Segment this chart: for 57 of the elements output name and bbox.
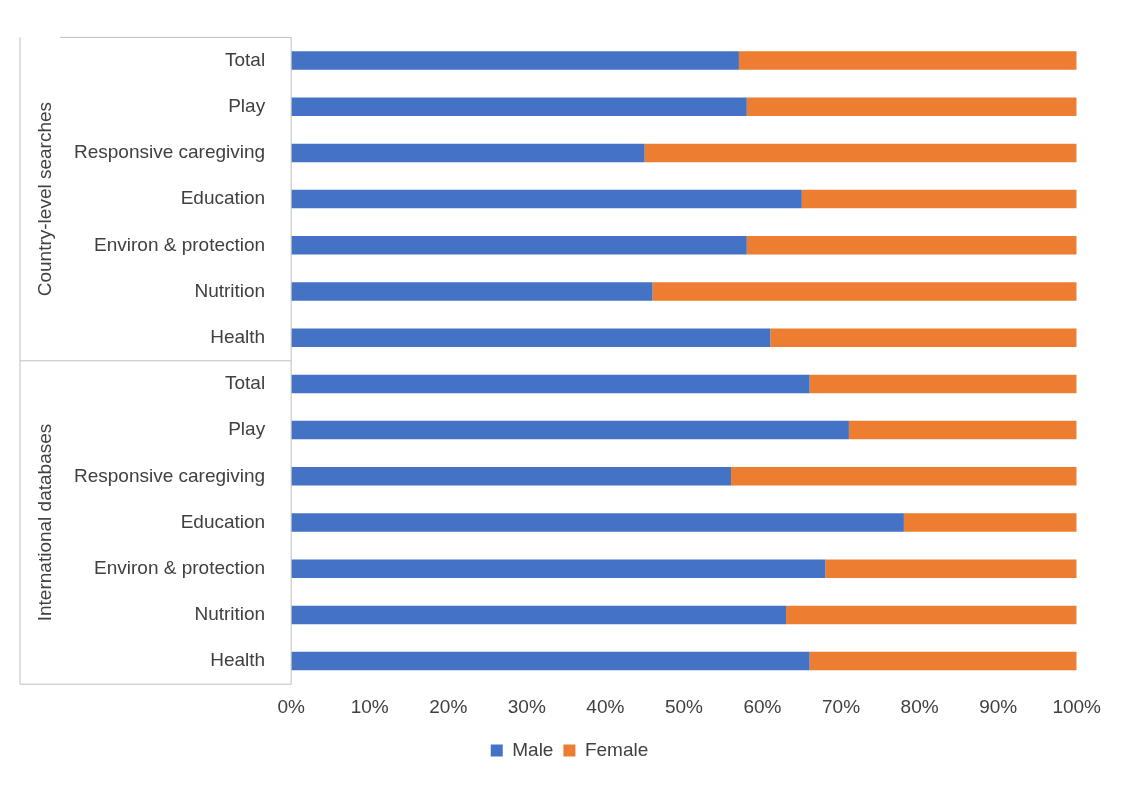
y-tick-label: Environ & protection (94, 556, 266, 578)
bar (291, 420, 849, 440)
bar (746, 97, 1077, 116)
y-tick-label: Education (180, 187, 266, 209)
x-tick-label: 0% (277, 695, 305, 717)
y-tick-label: Environ & protection (94, 233, 266, 255)
bar (291, 143, 645, 163)
y-tick-label: Total (225, 48, 266, 70)
x-tick-label: 30% (507, 695, 546, 717)
bar (738, 51, 1077, 70)
y-tick-label: Responsive caregiving (73, 464, 266, 486)
bar (291, 513, 904, 532)
text: International databases (34, 423, 56, 622)
bar (786, 605, 1077, 625)
bar (770, 328, 1077, 347)
x-tick-label: 60% (743, 695, 782, 717)
legend-label: Female (584, 738, 649, 760)
bar (809, 651, 1077, 671)
bar (644, 143, 1077, 163)
bar (903, 513, 1077, 532)
bar (801, 189, 1077, 209)
x-tick-label: 20% (429, 695, 468, 717)
legend-label: Male (512, 738, 554, 760)
bar (291, 374, 810, 394)
bar (652, 282, 1077, 301)
y-tick-label: Responsive caregiving (73, 141, 266, 163)
bar (291, 189, 802, 209)
bar (291, 651, 810, 671)
bar (291, 51, 739, 70)
y-tick-label: Nutrition (194, 603, 266, 625)
y-tick-label: Play (228, 418, 266, 440)
x-tick-label: 40% (586, 695, 625, 717)
text: Country-level searches (34, 101, 56, 297)
bar (291, 97, 747, 116)
bar (291, 559, 826, 578)
y-tick-label: Health (210, 649, 266, 671)
bar (291, 605, 787, 625)
y-tick-label: Nutrition (194, 279, 266, 301)
y-tick-label: Total (225, 372, 266, 394)
x-tick-label: 10% (350, 695, 389, 717)
y-tick-label: Play (228, 94, 266, 116)
bar (825, 559, 1077, 578)
x-tick-label: 70% (822, 695, 861, 717)
bar (291, 328, 771, 347)
y-tick-label: Health (210, 325, 266, 347)
bar (291, 236, 747, 255)
x-tick-label: 90% (979, 695, 1018, 717)
x-tick-label: 50% (664, 695, 704, 717)
y-tick-label: Education (180, 510, 266, 532)
x-tick-label: 80% (900, 695, 939, 717)
bar (291, 467, 732, 486)
bar (848, 420, 1077, 440)
bar (291, 282, 653, 301)
bar (731, 467, 1077, 486)
bar (809, 374, 1077, 394)
x-tick-label: 100% (1052, 695, 1102, 717)
bar (746, 236, 1077, 255)
